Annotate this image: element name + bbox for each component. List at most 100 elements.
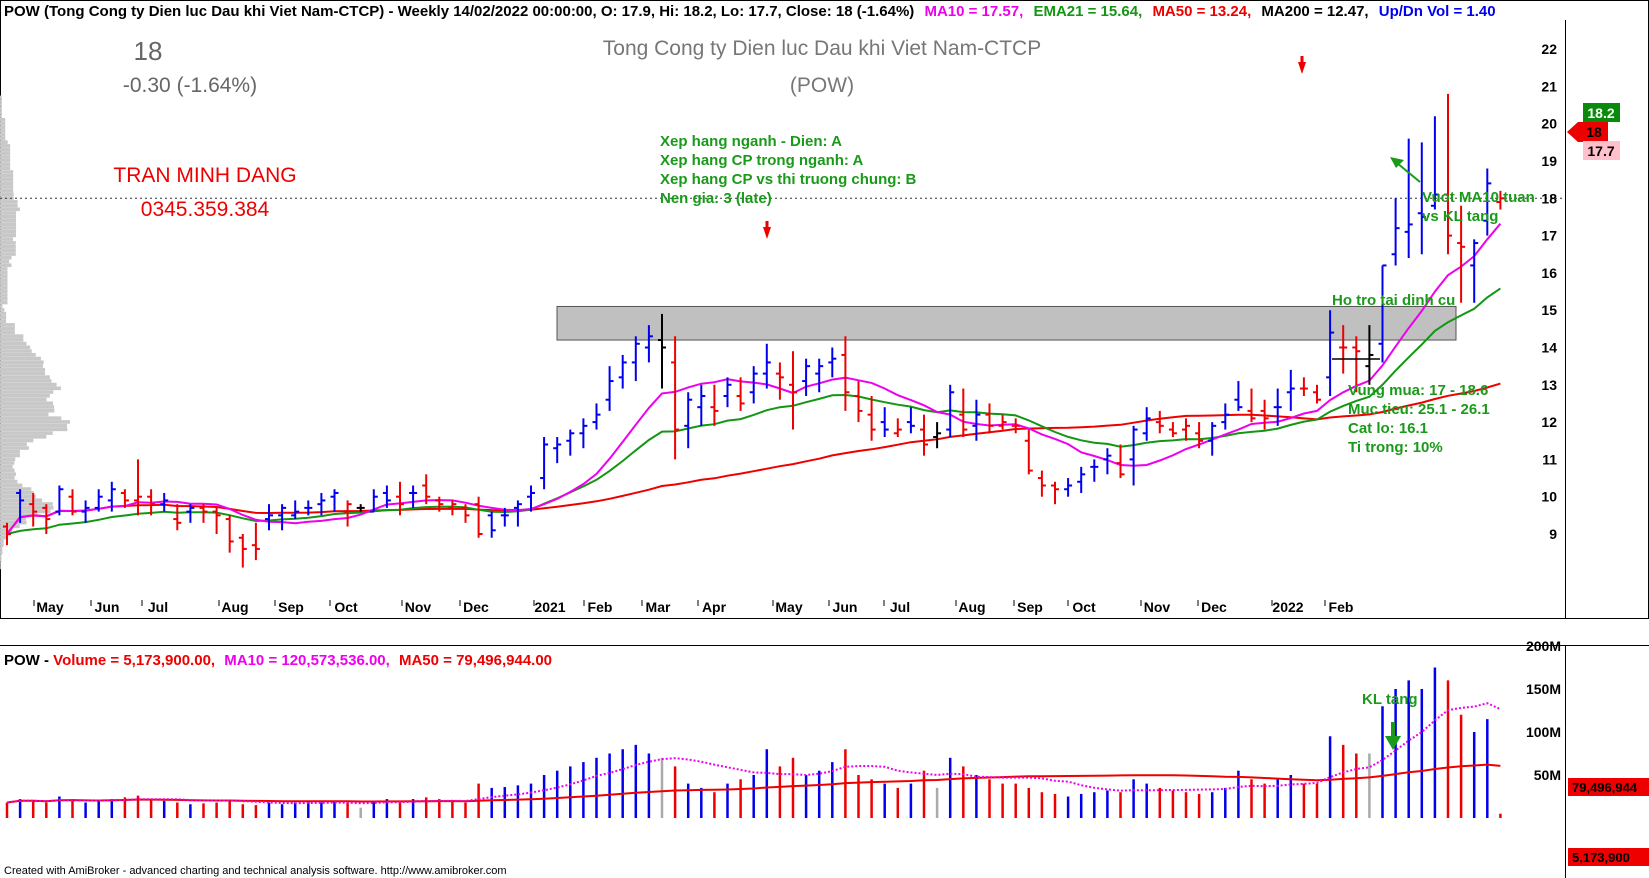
profile-bin [0, 259, 10, 264]
ohlc-bar [1313, 384, 1321, 404]
ohlc-bar [199, 504, 208, 523]
price-change: -0.30 (-1.64%) [123, 74, 257, 97]
ohlc-bar [566, 429, 575, 456]
profile-bin [0, 274, 8, 279]
profile-bin [0, 233, 17, 238]
time-tick-label: Jul [148, 599, 168, 615]
time-axis: May Jun Jul Aug Sep Oct Nov Dec 2021 Feb Mar Apr May… [33, 599, 1354, 615]
ohlc-bar [880, 407, 889, 438]
profile-bin [0, 446, 29, 450]
profile-bin [0, 550, 3, 555]
profile-bin [0, 147, 11, 152]
volume-label-box [1568, 848, 1649, 866]
ohlc-bar [225, 515, 234, 553]
price-tick-label: 9 [1549, 526, 1557, 542]
profile-bin [0, 543, 4, 547]
company-name: Tong Cong ty Dien luc Dau khi Viet Nam-C… [603, 37, 1041, 60]
author-phone: 0345.359.384 [141, 198, 270, 221]
profile-bin [0, 535, 8, 540]
breakout-arrow [1390, 157, 1421, 183]
profile-bin [0, 326, 15, 331]
plan-weight: Ti trong: 10% [1348, 439, 1443, 456]
profile-bin [0, 405, 55, 409]
price-tick-label: 15 [1541, 302, 1557, 318]
profile-bin [0, 367, 46, 372]
ohlc-bar [1326, 310, 1335, 396]
ohlc-bar [618, 354, 627, 389]
profile-bin [0, 136, 6, 141]
ohlc-bar [671, 336, 680, 460]
ohlc-bar [644, 325, 653, 363]
ohlc-bar [55, 485, 64, 516]
support-note: Ho tro tai dinh cu [1332, 292, 1455, 309]
profile-bin [0, 185, 14, 189]
ohlc-bar [474, 496, 483, 538]
profile-bin [0, 151, 11, 156]
ohlc-bar [1011, 418, 1020, 434]
ohlc-bar [1365, 325, 1374, 385]
ohlc-bar [291, 500, 300, 520]
profile-bin [0, 565, 1, 570]
ohlc-bar [592, 403, 601, 430]
profile-bin [0, 282, 8, 286]
profile-bin [0, 255, 12, 260]
ohlc-bar [1155, 410, 1164, 434]
profile-bin [0, 539, 4, 544]
profile-bin [0, 140, 8, 144]
ohlc-bar [68, 489, 77, 516]
high-label: 18.2 [1587, 105, 1614, 121]
time-tick-label: Feb [588, 599, 613, 615]
profile-bin [0, 308, 5, 312]
profile-bin [0, 438, 34, 443]
profile-bin [0, 248, 16, 253]
high-label-box [1583, 103, 1620, 122]
ohlc-bar [1024, 429, 1033, 475]
ohlc-bar [1195, 422, 1204, 449]
footer: Created with AmiBroker - advanced charti… [4, 865, 507, 877]
profile-bin [0, 371, 46, 376]
ma50-line [6, 382, 1501, 535]
time-tick-label: Sep [278, 599, 304, 615]
profile-bin [0, 300, 8, 305]
profile-bin [0, 177, 14, 182]
ohlc-bar [710, 384, 719, 426]
ohlc-bar [212, 507, 221, 534]
volume-note: KL tang [1362, 691, 1418, 708]
profile-bin [0, 517, 27, 521]
ohlc-bar [527, 485, 535, 512]
time-tick-label: Aug [221, 599, 248, 615]
ohlc-bar [1208, 422, 1217, 456]
profile-bin [0, 397, 47, 402]
ohlc-bar [841, 336, 850, 411]
profile-bin [0, 110, 2, 115]
time-tick-label: Feb [1329, 599, 1354, 615]
ohlc-bar [867, 395, 876, 441]
header-ma200: MA200 = 12.47, [1261, 3, 1368, 20]
ohlc-bar [828, 347, 837, 378]
profile-bin [0, 237, 13, 241]
profile-bin [0, 159, 11, 163]
profile-bin [0, 520, 27, 525]
ohlc-bar [513, 500, 522, 527]
ohlc-bar [553, 437, 562, 464]
profile-bin [0, 408, 55, 413]
ohlc-bar [1260, 399, 1269, 430]
ohlc-bar [107, 481, 116, 512]
profile-bin [0, 226, 17, 230]
peak-arrow-2 [763, 227, 771, 239]
ohlc-bar [789, 351, 797, 430]
ohlc-bar [173, 504, 182, 531]
ohlc-bar [775, 362, 784, 400]
profile-bin [0, 252, 16, 256]
profile-bin [0, 479, 18, 484]
profile-bin [0, 188, 14, 193]
profile-bin [0, 319, 7, 323]
ohlc-bar [265, 504, 273, 531]
ohlc-bar [540, 437, 549, 490]
ohlc-bar [1168, 422, 1177, 438]
ohlc-bar [304, 500, 313, 516]
ohlc-bar [998, 414, 1007, 430]
time-tick-label: Aug [958, 599, 985, 615]
ohlc-bar [1051, 481, 1059, 505]
profile-bin [0, 121, 6, 126]
